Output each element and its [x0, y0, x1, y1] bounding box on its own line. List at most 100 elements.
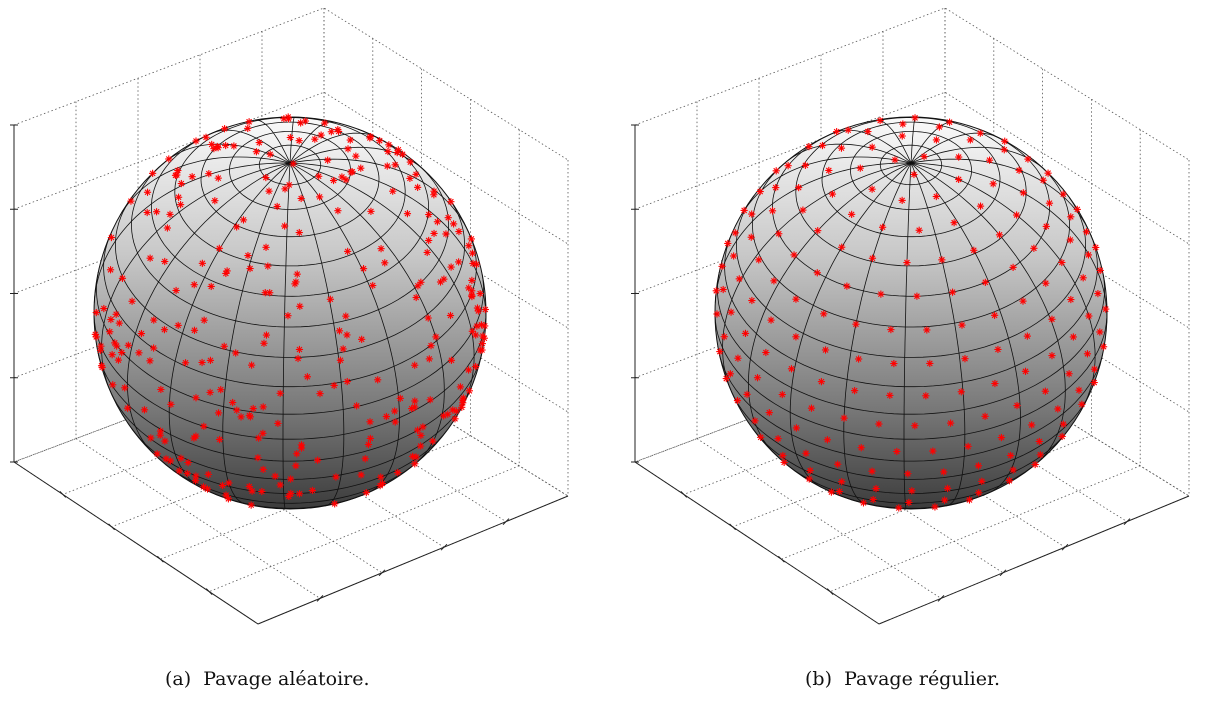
point-marker: [911, 114, 919, 122]
point-marker: [855, 355, 863, 363]
point-marker: [321, 119, 329, 127]
point-marker: [451, 415, 459, 423]
point-marker: [177, 454, 185, 462]
point-marker: [922, 392, 930, 400]
point-marker: [127, 197, 135, 205]
point-marker: [915, 226, 923, 234]
point-marker: [245, 411, 253, 419]
longitude-line: [119, 156, 291, 216]
point-marker: [856, 164, 864, 172]
point-marker: [398, 150, 407, 158]
point-marker: [218, 481, 227, 490]
point-marker: [792, 333, 800, 341]
point-marker: [978, 477, 986, 485]
latitude-line: [150, 128, 430, 297]
point-marker: [938, 256, 946, 264]
point-marker: [361, 455, 369, 463]
point-marker: [262, 243, 270, 251]
point-marker: [284, 312, 292, 320]
axes-lines: [10, 124, 569, 625]
point-marker: [181, 359, 190, 367]
point-marker: [220, 342, 228, 350]
point-marker: [974, 462, 983, 470]
point-marker: [1028, 421, 1036, 429]
point-marker: [848, 210, 856, 218]
point-marker: [1085, 312, 1093, 320]
point-marker: [335, 327, 344, 335]
point-marker: [467, 235, 475, 243]
point-marker: [473, 322, 481, 330]
point-marker: [1075, 386, 1083, 394]
point-marker: [1044, 169, 1052, 177]
point-marker: [137, 329, 146, 338]
latitude-line: [718, 351, 1104, 462]
point-marker: [391, 407, 399, 415]
point-marker: [792, 424, 801, 432]
point-marker: [143, 208, 151, 217]
caption-label: (b): [805, 668, 832, 690]
point-marker: [183, 469, 191, 477]
point-marker: [384, 147, 392, 156]
point-marker: [214, 174, 222, 182]
point-marker: [239, 216, 248, 224]
point-marker: [436, 278, 445, 286]
point-marker: [106, 266, 115, 274]
point-marker: [369, 281, 377, 290]
longitude-line: [282, 163, 291, 510]
point-marker: [447, 356, 456, 364]
point-marker: [107, 233, 115, 242]
point-marker: [215, 244, 223, 252]
point-marker: [295, 228, 303, 237]
point-marker: [468, 249, 477, 257]
point-marker: [1013, 211, 1021, 219]
point-marker: [878, 223, 887, 231]
point-marker: [997, 433, 1006, 442]
point-marker: [389, 187, 397, 195]
point-marker: [990, 311, 999, 319]
point-marker: [124, 404, 132, 412]
point-marker: [774, 435, 782, 443]
point-marker: [784, 162, 792, 170]
point-marker: [787, 365, 796, 373]
point-marker: [472, 362, 480, 371]
point-marker: [976, 202, 985, 210]
point-marker: [166, 457, 175, 465]
point-marker: [295, 137, 303, 145]
point-marker: [259, 403, 267, 411]
axis-line: [634, 461, 880, 625]
point-marker: [844, 126, 852, 134]
point-marker: [115, 319, 123, 327]
point-marker: [718, 262, 726, 270]
point-marker: [342, 312, 350, 320]
point-marker: [762, 348, 770, 357]
point-marker: [163, 224, 171, 232]
point-marker: [430, 229, 438, 238]
point-marker: [174, 321, 182, 329]
point-marker: [108, 351, 116, 359]
point-marker: [778, 390, 786, 399]
point-marker: [1023, 332, 1031, 340]
point-marker: [765, 409, 773, 417]
point-marker: [246, 264, 254, 273]
longitude-line: [910, 162, 1021, 494]
caption-text: Pavage régulier.: [844, 668, 1001, 690]
point-marker: [128, 297, 136, 305]
longitude-line: [93, 162, 291, 303]
point-marker: [156, 427, 165, 435]
point-marker: [192, 394, 200, 402]
point-marker: [295, 490, 304, 498]
point-marker: [772, 183, 780, 192]
point-marker: [1092, 243, 1100, 252]
point-marker: [430, 191, 438, 199]
longitude-line: [722, 162, 912, 393]
point-marker: [1042, 279, 1050, 287]
point-marker: [1045, 199, 1054, 207]
point-marker: [396, 394, 404, 402]
point-marker: [124, 341, 132, 349]
longitude-line: [910, 162, 1108, 324]
point-marker: [324, 156, 332, 164]
axis-tick: [440, 543, 448, 551]
point-marker: [247, 501, 255, 509]
point-marker: [1009, 263, 1017, 271]
point-marker: [289, 160, 297, 168]
